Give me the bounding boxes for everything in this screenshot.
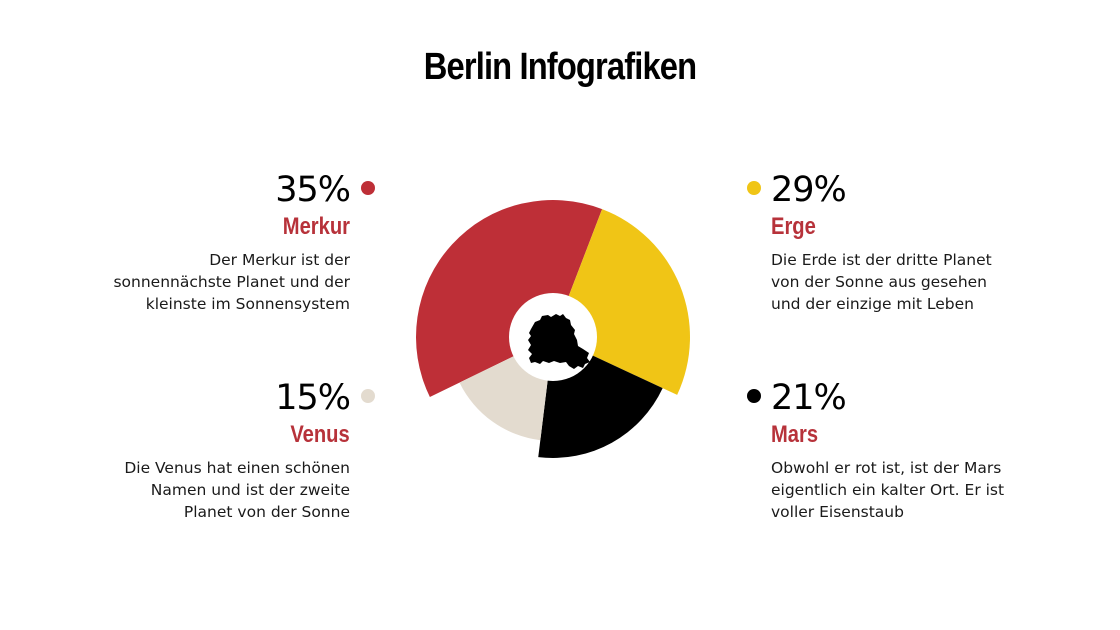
mars-name-text: Mars	[771, 421, 819, 448]
mars-name: Mars	[771, 420, 1071, 450]
mars-dot-icon	[747, 389, 761, 403]
merkur-dot-icon	[361, 181, 375, 195]
venus-description: Die Venus hat einen schönen Namen und is…	[124, 459, 350, 521]
legend-block-venus: 15% Venus Die Venus hat einen schönen Na…	[50, 378, 351, 523]
merkur-name: Merkur	[50, 212, 350, 242]
legend-block-erde: 29% Erge Die Erde ist der dritte Planet …	[771, 170, 1071, 315]
legend-block-merkur: 35% Merkur Der Merkur ist der sonnennäch…	[50, 170, 351, 315]
erde-dot-icon	[747, 181, 761, 195]
berlin-map-icon	[528, 314, 590, 369]
mars-description: Obwohl er rot ist, ist der Mars eigentli…	[771, 459, 1005, 521]
erde-description: Die Erde ist der dritte Planet von der S…	[771, 251, 992, 313]
erde-percent: 29%	[771, 170, 847, 210]
venus-name: Venus	[50, 420, 350, 450]
merkur-percent: 35%	[275, 170, 351, 210]
venus-percent: 15%	[275, 378, 351, 418]
page-title: Berlin Infografiken	[423, 46, 697, 88]
merkur-name-text: Merkur	[282, 213, 350, 240]
erde-name: Erge	[771, 212, 1071, 242]
merkur-description: Der Merkur ist der sonnennächste Planet …	[113, 251, 350, 313]
erde-name-text: Erge	[771, 213, 816, 240]
mars-percent: 21%	[771, 378, 847, 418]
venus-name-text: Venus	[290, 421, 350, 448]
slice-merkur	[416, 200, 603, 398]
venus-dot-icon	[361, 389, 375, 403]
legend-block-mars: 21% Mars Obwohl er rot ist, ist der Mars…	[771, 378, 1071, 523]
